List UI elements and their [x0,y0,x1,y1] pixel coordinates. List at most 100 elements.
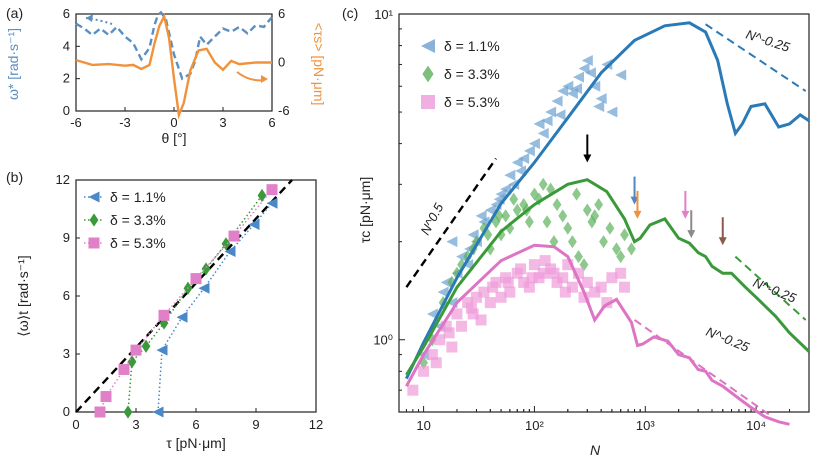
a-ytick-right-label: -6 [278,103,290,118]
c-data-point [558,209,568,223]
c-data-point [446,236,458,248]
b-data-point [118,363,130,375]
c-data-point [567,235,577,249]
c-data-point [426,349,438,361]
a-xtick-label: 6 [268,115,275,130]
b-xtick-label: 6 [192,417,199,432]
c-arrow-head [681,210,690,219]
c-data-point [582,203,592,217]
c-data-point [537,267,549,279]
c-data-point [511,157,523,169]
c-data-point [501,209,511,223]
b-data-point [190,273,202,285]
c-data-point [430,357,442,369]
b-reference-line [75,179,293,413]
c-data-point [509,192,519,206]
c-data-point [562,259,574,271]
a-ytick-right-label: 6 [278,6,285,21]
c-data-point [484,297,496,309]
c-data-point [505,221,515,235]
b-data-point [156,344,168,356]
b-data-point [248,218,260,230]
c-data-point [451,308,463,320]
c-data-point [487,281,499,293]
c-data-point [545,106,557,118]
panel-c: (c) 10 10² 10³ 10⁴ 10⁰ 10¹ N τc [pN·μm] δ = 1… [342,5,811,458]
panel-b: (b) 0 3 6 9 12 0 3 6 9 12 τ [pN·μm] ⟨ω⟩t [rad·s⁻¹… [6,169,323,451]
c-arrow-head [687,230,696,239]
panel-c-legend-1: δ = 1.1% [444,38,500,54]
panel-a-ylabel-right: <τs> [pN·μm] [311,23,327,106]
c-data-point [478,286,490,298]
a-ytick-right-label: 0 [278,55,285,70]
c-data-point [524,215,534,229]
b-xtick-label: 12 [309,417,323,432]
a-ytick-left-label: 6 [63,6,70,21]
c-legend-marker [421,39,435,53]
b-data-point [94,406,106,418]
a-ytick-left-label: 4 [63,38,70,53]
panel-a-right-arrow [236,71,265,82]
panel-a-ylabel-left: ω* [rad·s⁻¹] [5,28,21,100]
c-data-point [549,235,559,249]
c-data-point [426,308,438,320]
c-ytick-label: 10⁰ [373,333,393,348]
c-data-point [589,80,601,92]
b-data-point [152,406,164,418]
b-data-point [266,184,278,196]
c-data-point [573,267,585,279]
c-data-point [548,267,560,279]
c-data-point [407,384,419,396]
c-data-point [541,115,553,127]
c-data-point [594,197,604,212]
c-data-point [542,215,552,229]
c-data-point [551,95,563,107]
panel-a-right-arrowhead [261,75,268,83]
panel-a-label: (a) [6,5,23,21]
b-data-point [176,311,188,323]
b-ytick-label: 9 [63,230,70,245]
b-legend-marker [89,213,99,227]
c-slope-green-line [734,255,807,321]
c-data-point [500,183,512,195]
a-xtick-label: 3 [219,115,226,130]
panel-c-ylabel: τc [pN·μm] [357,177,373,244]
a-series-line [75,12,272,120]
b-data-point [266,197,278,209]
b-series-line [157,202,273,413]
c-data-point [515,165,527,177]
c-data-point [554,109,566,121]
c-data-point [578,291,590,303]
b-ytick-label: 3 [63,346,70,361]
panel-b-xlabel: τ [pN·μm] [166,435,226,451]
c-data-point [446,341,458,353]
a-xtick-label: -6 [70,115,82,130]
c-slope-pink-line [633,319,773,418]
b-xtick-label: 9 [252,417,259,432]
c-arrow-head [583,154,592,163]
c-xtick-label: 10 [416,418,430,433]
b-ytick-label: 12 [56,172,70,187]
c-model-curve [405,178,811,376]
c-data-point [574,249,583,264]
c-data-point [590,209,600,223]
b-ytick-label: 0 [63,404,70,419]
b-data-point [127,355,137,369]
b-data-point [141,339,151,353]
b-data-point [257,188,267,203]
c-data-point [526,272,538,284]
panel-c-legend: δ = 1.1% δ = 3.3% δ = 5.3% [421,38,500,110]
b-data-point [201,262,211,276]
c-ann-blue: N^-0.25 [744,27,792,55]
c-slope-blue-line [705,23,807,92]
b-legend-marker [88,191,100,203]
b-data-point [158,309,170,321]
c-data-point [528,259,540,271]
c-data-point [418,365,430,377]
c-data-point [619,281,631,293]
c-data-point [475,314,487,326]
c-data-point [551,276,563,288]
a-ytick-left-label: 2 [63,71,70,86]
c-data-point [462,297,474,309]
